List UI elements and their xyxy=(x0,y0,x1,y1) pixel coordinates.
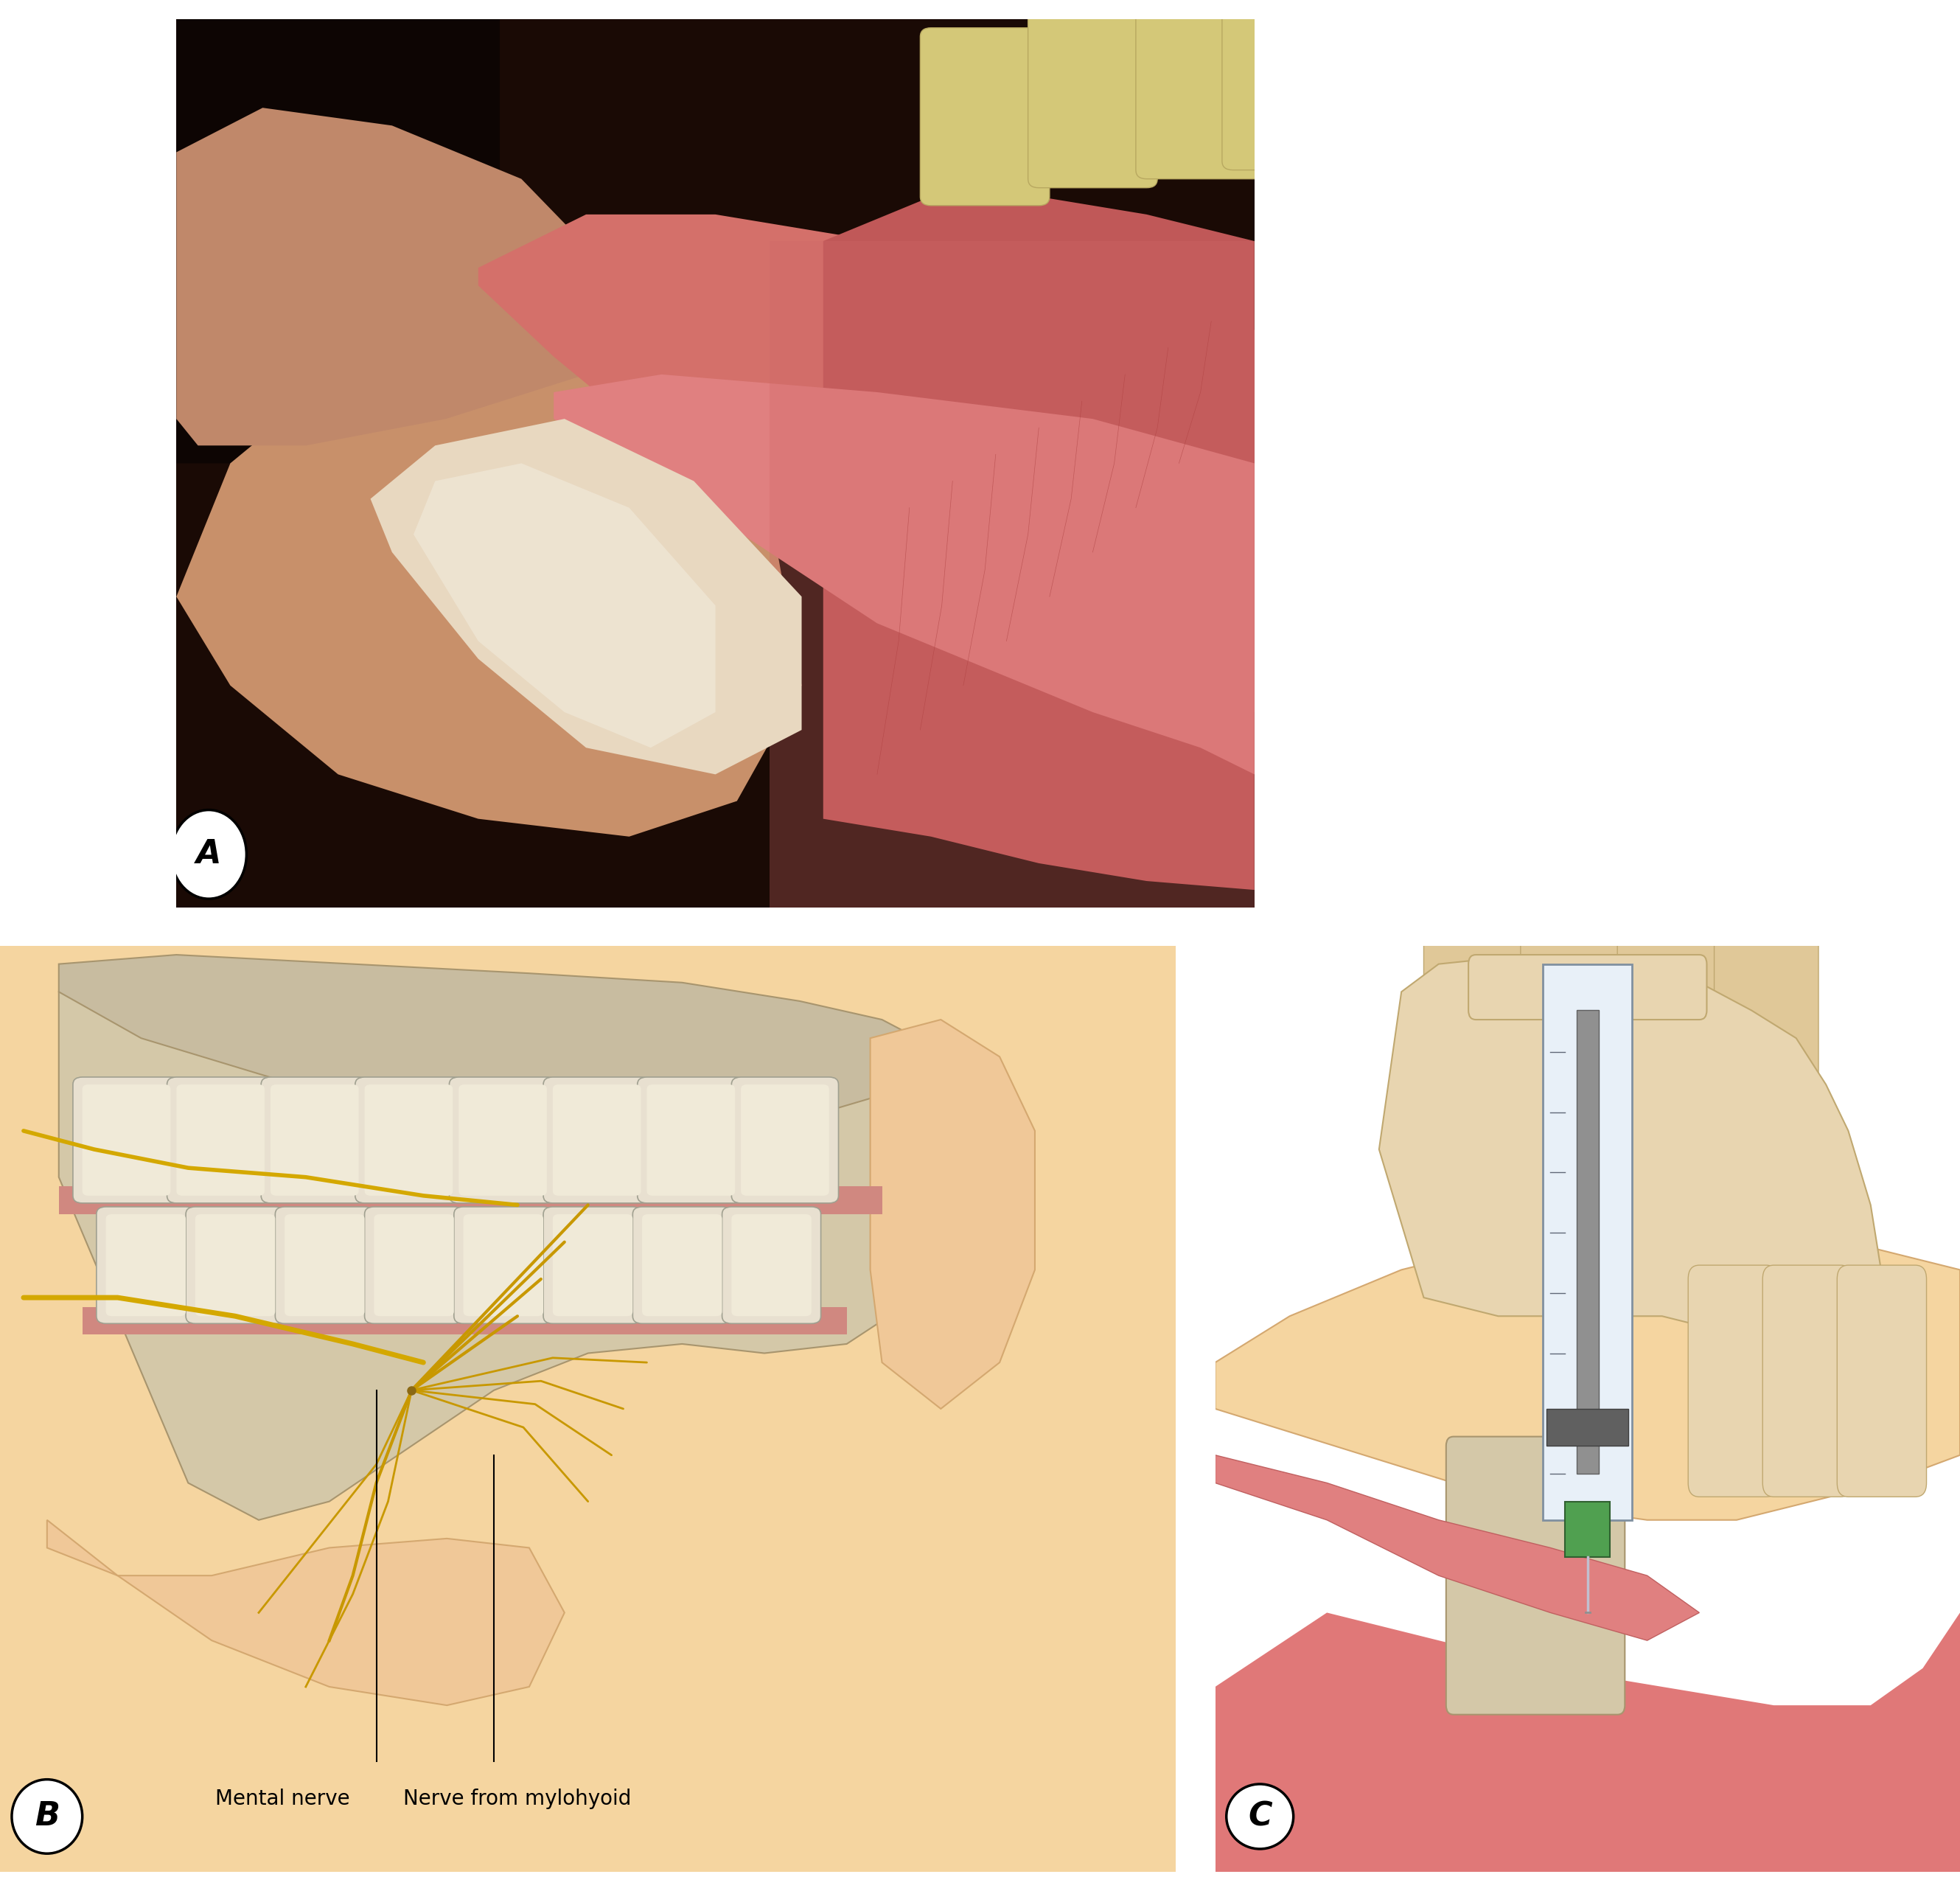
Bar xyxy=(82,1307,847,1335)
FancyBboxPatch shape xyxy=(543,1206,643,1324)
FancyBboxPatch shape xyxy=(374,1214,455,1316)
Polygon shape xyxy=(59,955,917,1131)
FancyBboxPatch shape xyxy=(196,1214,274,1316)
Text: C: C xyxy=(1249,1800,1272,1832)
FancyBboxPatch shape xyxy=(921,28,1051,206)
FancyBboxPatch shape xyxy=(721,1206,821,1324)
FancyBboxPatch shape xyxy=(1027,9,1156,187)
FancyBboxPatch shape xyxy=(1762,1265,1852,1498)
FancyBboxPatch shape xyxy=(365,1084,453,1195)
Polygon shape xyxy=(1215,1223,1960,1520)
Polygon shape xyxy=(553,374,1254,775)
FancyBboxPatch shape xyxy=(553,1084,641,1195)
FancyBboxPatch shape xyxy=(96,1206,196,1324)
Bar xyxy=(768,242,1254,908)
Ellipse shape xyxy=(171,809,247,898)
Bar xyxy=(1566,1501,1609,1556)
Polygon shape xyxy=(823,197,1254,891)
Bar xyxy=(1543,964,1633,1520)
FancyBboxPatch shape xyxy=(731,1214,811,1316)
Bar xyxy=(1576,1010,1599,1473)
Polygon shape xyxy=(176,108,608,446)
FancyBboxPatch shape xyxy=(543,1078,651,1203)
FancyBboxPatch shape xyxy=(637,1078,745,1203)
Polygon shape xyxy=(0,1335,1058,1872)
FancyBboxPatch shape xyxy=(284,1214,365,1316)
Ellipse shape xyxy=(12,1779,82,1853)
FancyBboxPatch shape xyxy=(633,1206,731,1324)
Polygon shape xyxy=(59,964,941,1520)
FancyBboxPatch shape xyxy=(1423,927,1529,1354)
FancyBboxPatch shape xyxy=(176,1084,265,1195)
Polygon shape xyxy=(1215,1456,1699,1641)
Polygon shape xyxy=(414,463,715,747)
FancyBboxPatch shape xyxy=(1468,955,1707,1019)
FancyBboxPatch shape xyxy=(1223,0,1352,170)
Text: B: B xyxy=(35,1800,59,1832)
Polygon shape xyxy=(370,420,802,775)
Bar xyxy=(59,1186,882,1214)
FancyBboxPatch shape xyxy=(73,1078,180,1203)
Polygon shape xyxy=(478,214,1254,713)
FancyBboxPatch shape xyxy=(449,1078,557,1203)
FancyBboxPatch shape xyxy=(167,1078,274,1203)
FancyBboxPatch shape xyxy=(1837,1265,1927,1498)
Polygon shape xyxy=(176,19,500,463)
FancyBboxPatch shape xyxy=(741,1084,829,1195)
FancyBboxPatch shape xyxy=(1715,927,1819,1354)
FancyBboxPatch shape xyxy=(365,1206,463,1324)
Text: Nerve from mylohyoid: Nerve from mylohyoid xyxy=(404,1789,631,1810)
FancyBboxPatch shape xyxy=(106,1214,186,1316)
Polygon shape xyxy=(47,1520,564,1706)
FancyBboxPatch shape xyxy=(463,1214,543,1316)
FancyBboxPatch shape xyxy=(1617,927,1721,1354)
Polygon shape xyxy=(870,1019,1035,1409)
Text: A: A xyxy=(196,838,221,870)
Polygon shape xyxy=(1215,1613,1960,1872)
FancyBboxPatch shape xyxy=(647,1084,735,1195)
FancyBboxPatch shape xyxy=(1521,927,1625,1354)
FancyBboxPatch shape xyxy=(1688,1265,1778,1498)
FancyBboxPatch shape xyxy=(1137,2,1266,180)
FancyBboxPatch shape xyxy=(731,1078,839,1203)
FancyBboxPatch shape xyxy=(459,1084,547,1195)
Bar xyxy=(1546,1409,1629,1447)
FancyBboxPatch shape xyxy=(355,1078,463,1203)
Ellipse shape xyxy=(1227,1783,1294,1849)
FancyBboxPatch shape xyxy=(186,1206,284,1324)
FancyBboxPatch shape xyxy=(261,1078,368,1203)
FancyBboxPatch shape xyxy=(274,1206,374,1324)
Polygon shape xyxy=(1380,955,1886,1390)
FancyBboxPatch shape xyxy=(455,1206,553,1324)
Polygon shape xyxy=(0,1501,588,1872)
FancyBboxPatch shape xyxy=(1446,1437,1625,1715)
Polygon shape xyxy=(176,331,802,908)
FancyBboxPatch shape xyxy=(82,1084,171,1195)
FancyBboxPatch shape xyxy=(553,1214,633,1316)
FancyBboxPatch shape xyxy=(643,1214,721,1316)
FancyBboxPatch shape xyxy=(270,1084,359,1195)
Polygon shape xyxy=(0,945,1176,1872)
Text: Mental nerve: Mental nerve xyxy=(216,1789,349,1810)
